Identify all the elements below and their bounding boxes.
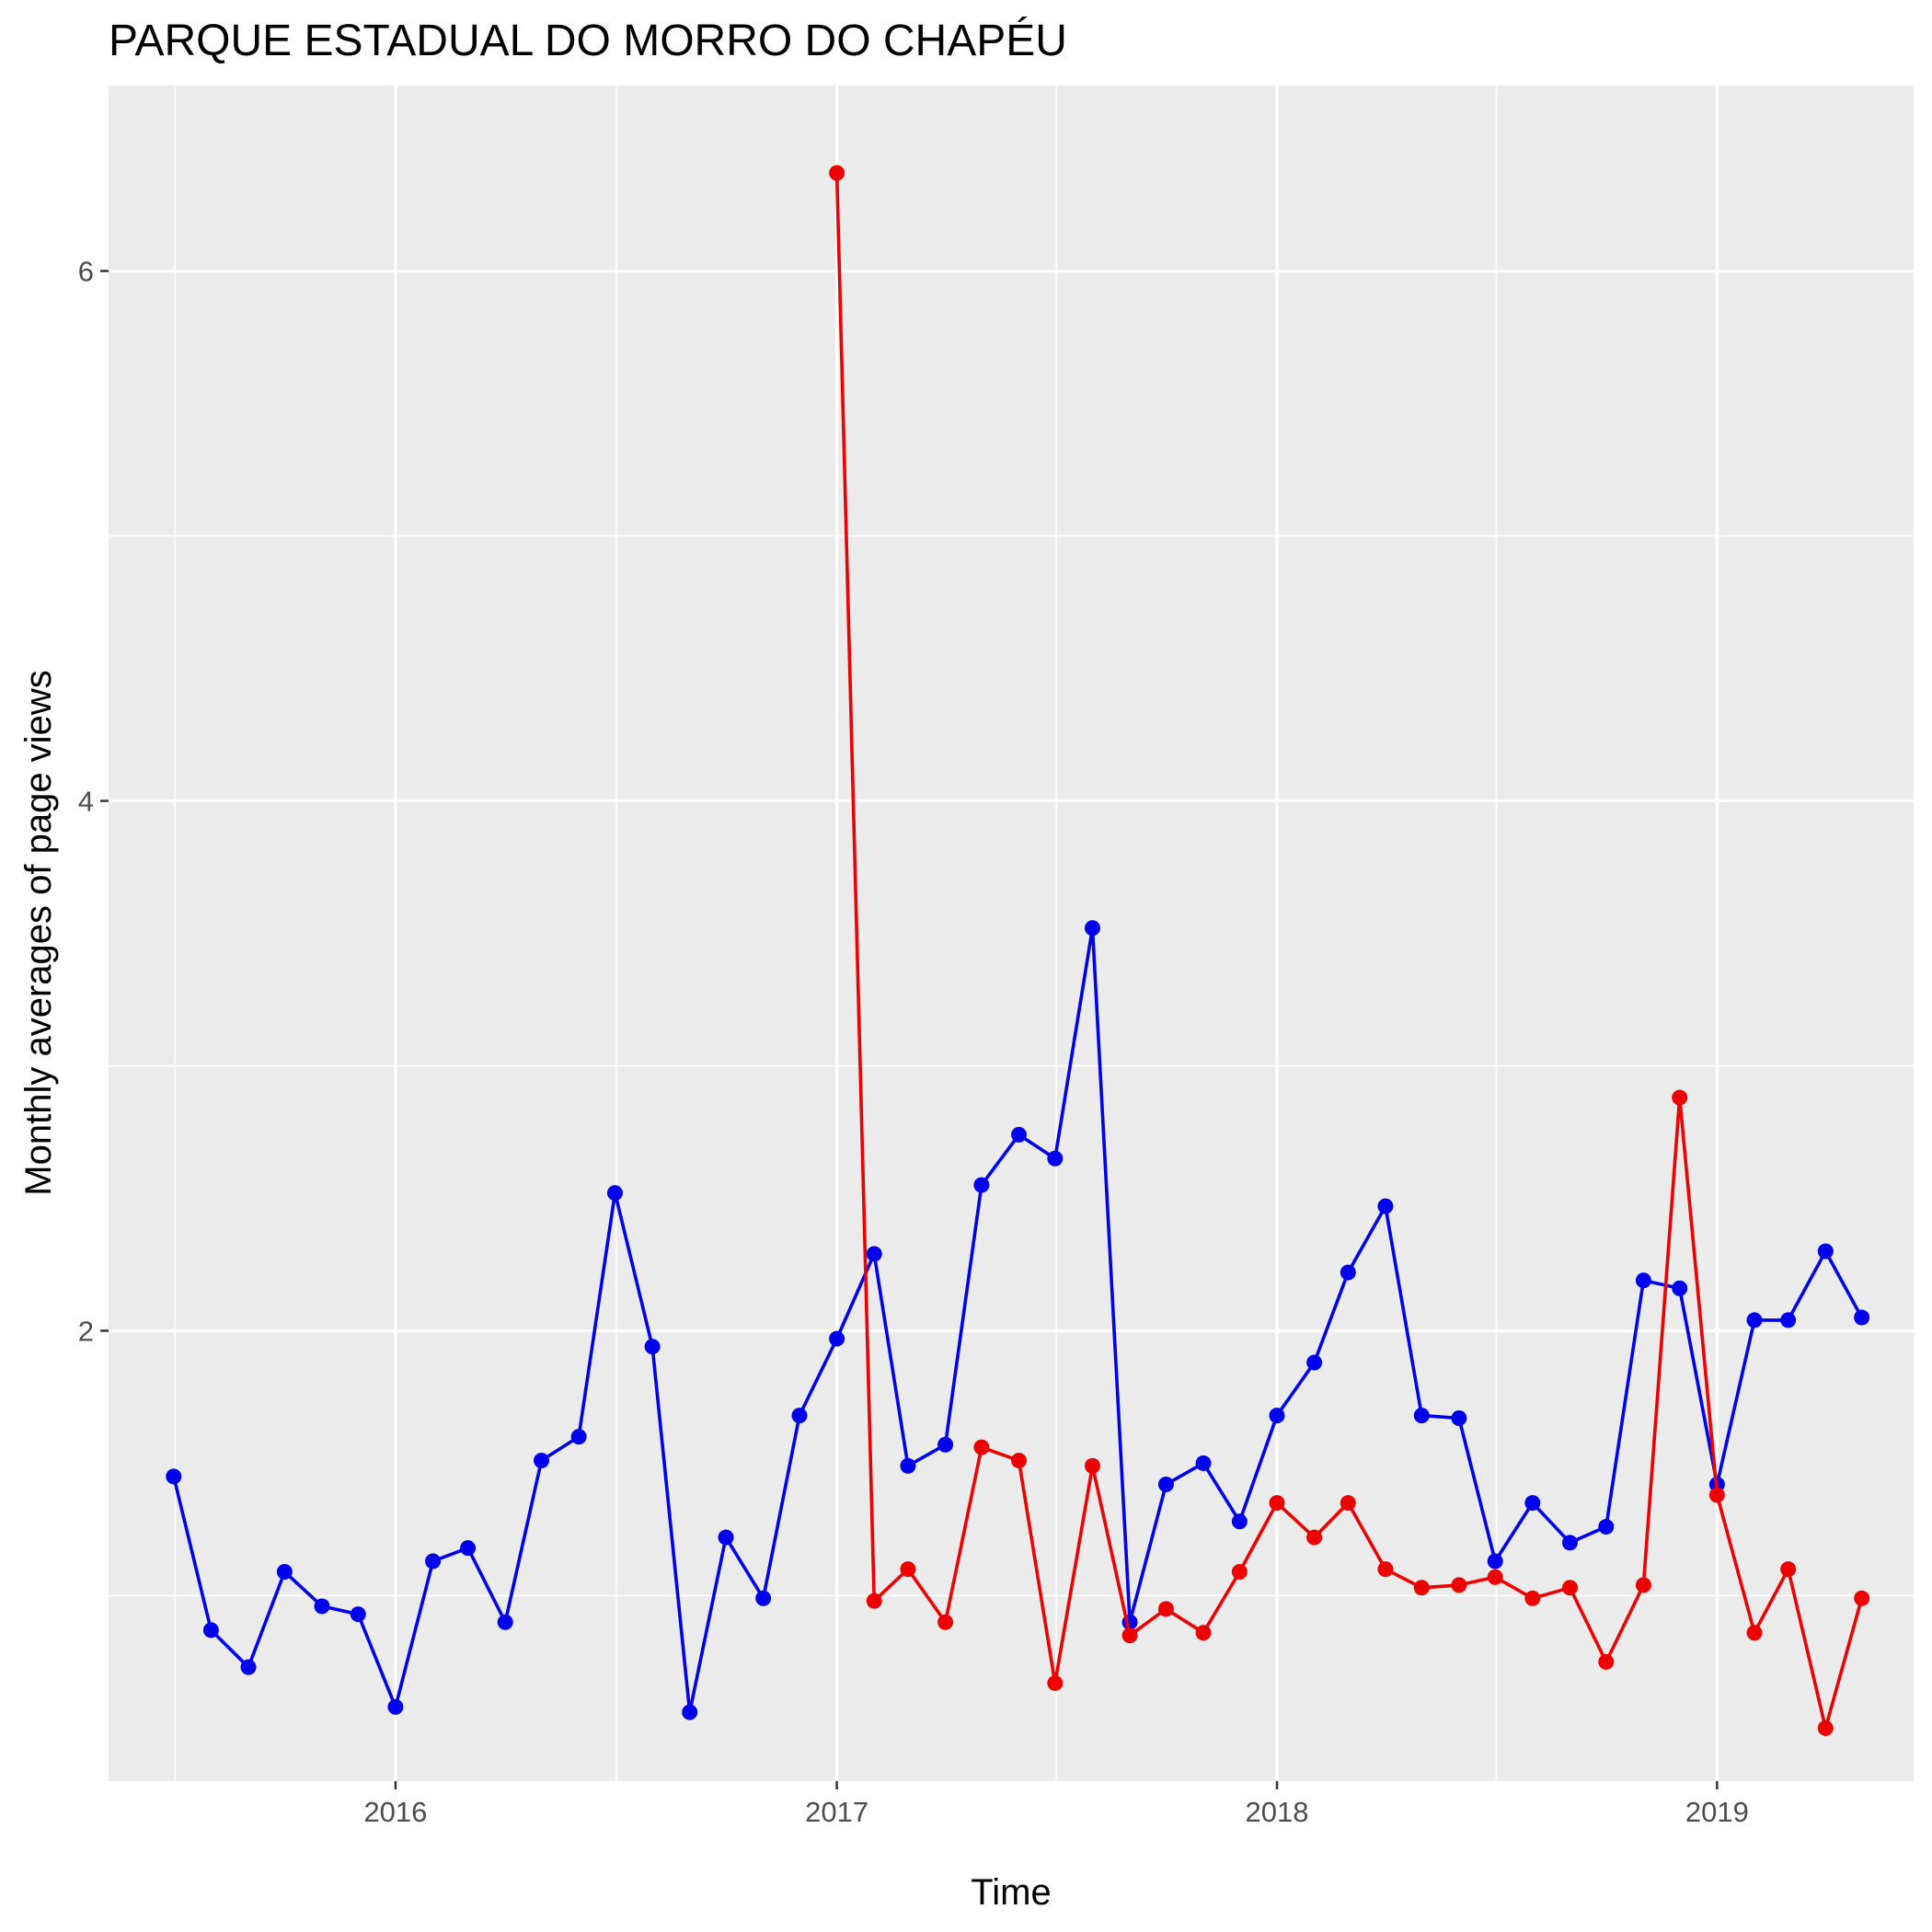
data-point: [1524, 1495, 1541, 1512]
data-point: [1561, 1580, 1578, 1596]
data-point: [1231, 1564, 1248, 1581]
data-point: [240, 1659, 257, 1675]
data-point: [1854, 1309, 1870, 1326]
data-point: [1746, 1312, 1763, 1328]
data-point: [866, 1246, 882, 1262]
x-tick-label: 2018: [1246, 1796, 1309, 1828]
data-point: [1854, 1590, 1870, 1606]
data-point: [1340, 1495, 1356, 1512]
data-point: [1269, 1408, 1285, 1424]
data-point: [1635, 1577, 1651, 1593]
data-point: [1817, 1719, 1834, 1736]
data-point: [1598, 1519, 1615, 1535]
data-point: [276, 1564, 293, 1581]
data-point: [1487, 1553, 1503, 1570]
data-point: [1598, 1653, 1615, 1670]
series-layer: [166, 165, 1870, 1736]
data-point: [1487, 1569, 1503, 1585]
plot-panel: [109, 86, 1914, 1781]
data-point: [937, 1436, 954, 1453]
data-point: [755, 1590, 772, 1606]
data-point: [1306, 1354, 1323, 1371]
x-axis-title: Time: [971, 1872, 1051, 1913]
data-point: [425, 1553, 442, 1570]
data-point: [497, 1614, 513, 1630]
data-point: [1817, 1243, 1834, 1259]
data-point: [1195, 1455, 1212, 1471]
data-point: [1377, 1561, 1394, 1578]
data-point: [1413, 1408, 1430, 1424]
chart-title: PARQUE ESTADUAL DO MORRO DO CHAPÉU: [109, 17, 1067, 65]
data-point: [1340, 1264, 1356, 1281]
data-point: [1011, 1126, 1028, 1143]
x-tick-label: 2019: [1685, 1796, 1749, 1828]
data-point: [350, 1606, 366, 1623]
data-point: [1561, 1535, 1578, 1551]
data-point: [1524, 1590, 1541, 1606]
minor-gridlines: [109, 86, 1914, 1781]
data-point: [1708, 1487, 1725, 1503]
data-point: [829, 165, 845, 181]
data-point: [829, 1330, 845, 1347]
data-point: [1780, 1561, 1797, 1578]
data-point: [866, 1593, 882, 1609]
data-point: [1157, 1601, 1174, 1617]
data-point: [973, 1177, 990, 1193]
data-point: [973, 1439, 990, 1455]
x-tick-label: 2017: [805, 1796, 868, 1828]
data-point: [1084, 920, 1100, 937]
data-point: [900, 1457, 916, 1474]
data-point: [570, 1429, 587, 1445]
data-point: [1269, 1495, 1285, 1512]
data-point: [1047, 1674, 1064, 1691]
data-point: [1377, 1198, 1394, 1214]
y-axis-title: Monthly averages of page views: [18, 670, 59, 1195]
data-point: [900, 1561, 916, 1578]
data-point: [791, 1408, 808, 1424]
y-tick-label: 2: [78, 1315, 94, 1347]
data-point: [314, 1598, 330, 1615]
data-point: [1231, 1513, 1248, 1530]
data-point: [644, 1339, 661, 1355]
data-point: [1413, 1580, 1430, 1596]
data-point: [1451, 1577, 1467, 1593]
x-tick-label: 2016: [363, 1796, 427, 1828]
data-point: [1084, 1457, 1100, 1474]
data-point: [1635, 1272, 1651, 1289]
data-point: [682, 1704, 698, 1720]
data-point: [460, 1540, 477, 1557]
data-point: [1306, 1529, 1323, 1546]
y-axis: 2 4 6: [78, 256, 109, 1347]
data-point: [1011, 1453, 1028, 1469]
data-point: [1121, 1627, 1138, 1644]
data-point: [606, 1185, 623, 1202]
data-point: [1195, 1625, 1212, 1641]
data-point: [1451, 1409, 1467, 1426]
data-point: [1746, 1625, 1763, 1641]
x-axis: 2016 2017 2018 2019: [363, 1781, 1749, 1828]
data-point: [534, 1453, 550, 1469]
data-point: [937, 1614, 954, 1630]
data-point: [1047, 1150, 1064, 1167]
data-point: [718, 1529, 734, 1546]
y-tick-label: 4: [78, 786, 94, 818]
data-point: [387, 1698, 404, 1715]
data-point: [1672, 1089, 1688, 1106]
data-point: [1780, 1312, 1797, 1328]
data-point: [202, 1622, 219, 1639]
y-tick-label: 6: [78, 256, 94, 288]
data-point: [1157, 1476, 1174, 1492]
data-point: [1672, 1280, 1688, 1296]
data-point: [166, 1468, 182, 1485]
